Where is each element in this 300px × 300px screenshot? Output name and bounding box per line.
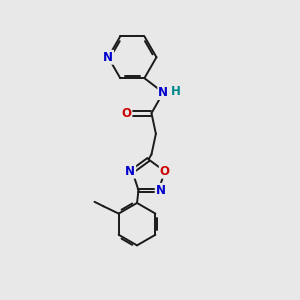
Text: O: O <box>160 165 170 178</box>
Text: H: H <box>171 85 181 98</box>
Text: N: N <box>103 51 113 64</box>
Text: O: O <box>122 107 131 120</box>
Text: N: N <box>125 165 135 178</box>
Text: N: N <box>156 184 166 197</box>
Text: N: N <box>158 86 168 99</box>
